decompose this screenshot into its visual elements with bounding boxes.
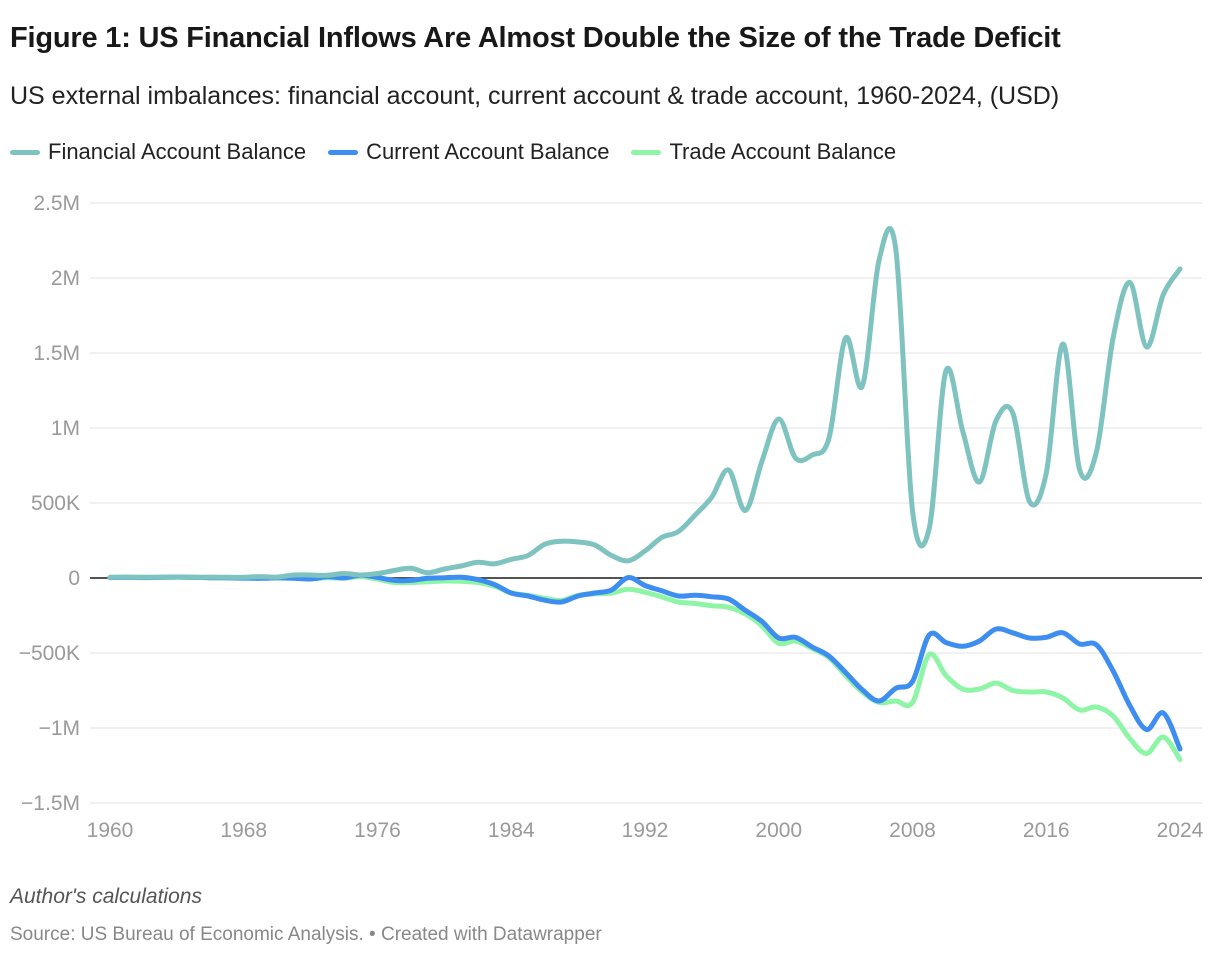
series-line-financial-account bbox=[107, 226, 1183, 580]
chart-title: Figure 1: US Financial Inflows Are Almos… bbox=[10, 22, 1061, 54]
x-tick-label: 1960 bbox=[87, 819, 134, 842]
x-tick-label: 1968 bbox=[220, 819, 267, 842]
legend-label-current: Current Account Balance bbox=[366, 139, 610, 164]
y-tick-label: 0 bbox=[68, 567, 80, 590]
x-tick-label: 1976 bbox=[354, 819, 401, 842]
legend-swatch-current bbox=[328, 149, 359, 155]
y-tick-label: 2M bbox=[51, 267, 80, 290]
chart-note: Author's calculations bbox=[10, 885, 202, 908]
legend-item-current: Current Account Balance bbox=[328, 139, 609, 165]
line-chart: 2.5M 2M 1.5M 1M 500K 0 −500K −1M −1.5M 1960 1968 19… bbox=[19, 192, 1204, 842]
legend-item-trade: Trade Account Balance bbox=[631, 139, 896, 165]
y-tick-label: 1.5M bbox=[33, 342, 80, 365]
legend-label-trade: Trade Account Balance bbox=[669, 139, 897, 164]
y-tick-label: −1.5M bbox=[21, 792, 80, 815]
x-tick-label: 2008 bbox=[889, 819, 936, 842]
y-tick-label: 500K bbox=[31, 492, 80, 515]
x-tick-label: 1992 bbox=[622, 819, 669, 842]
x-tick-label: 2016 bbox=[1023, 819, 1070, 842]
x-tick-label: 1984 bbox=[488, 819, 535, 842]
legend: Financial Account Balance Current Accoun… bbox=[10, 139, 918, 165]
y-tick-label: 1M bbox=[51, 417, 80, 440]
y-tick-label: 2.5M bbox=[33, 192, 80, 215]
legend-label-financial: Financial Account Balance bbox=[48, 139, 307, 164]
chart-source: Source: US Bureau of Economic Analysis. … bbox=[10, 924, 602, 945]
y-tick-label: −1M bbox=[39, 717, 80, 740]
legend-item-financial: Financial Account Balance bbox=[10, 139, 306, 165]
y-tick-label: −500K bbox=[19, 642, 80, 665]
legend-swatch-financial bbox=[10, 149, 40, 155]
legend-swatch-trade bbox=[631, 149, 662, 155]
chart-subtitle: US external imbalances: financial accoun… bbox=[10, 82, 1060, 110]
series-line-trade-account bbox=[107, 574, 1183, 762]
x-tick-label: 2024 bbox=[1157, 819, 1204, 842]
x-tick-label: 2000 bbox=[755, 819, 802, 842]
series-line-current-account bbox=[107, 572, 1183, 752]
